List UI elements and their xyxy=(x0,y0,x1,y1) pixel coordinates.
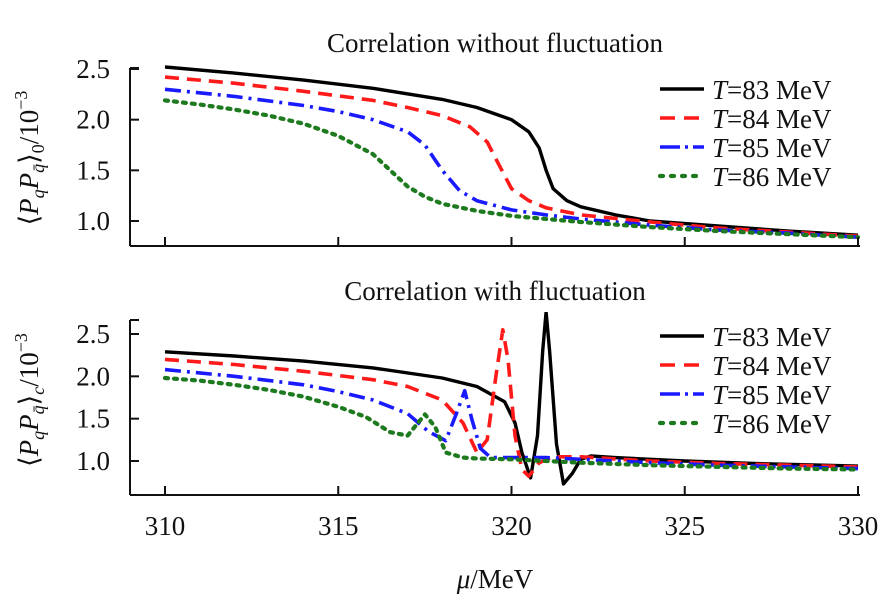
chart-title: Correlation without fluctuation xyxy=(327,28,663,58)
series-line-T86 xyxy=(162,98,861,240)
x-axis-label: μ/MeV xyxy=(456,564,534,594)
series-line-T83 xyxy=(164,65,859,237)
series-line-T86 xyxy=(162,375,861,472)
x-tick-label: 315 xyxy=(318,511,359,541)
series-line-T84 xyxy=(164,75,859,238)
x-tick-label: 330 xyxy=(838,511,879,541)
legend-item-T83: T=83 MeV xyxy=(660,75,832,105)
legend-item-T84: T=84 MeV xyxy=(660,351,832,381)
series-line-T85 xyxy=(164,87,859,239)
chart-title: Correlation with fluctuation xyxy=(344,276,646,306)
plot-area xyxy=(162,65,861,240)
legend-label: T=85 MeV xyxy=(712,133,832,163)
panel-with-fluctuation: Correlation with fluctuation ⟨PqPq̄⟩c/10… xyxy=(11,276,878,594)
legend-label: T=84 MeV xyxy=(712,351,832,381)
legend-label: T=83 MeV xyxy=(712,322,832,352)
x-tick-label: 320 xyxy=(491,511,532,541)
y-axis-label-text: ⟨PqPq̄⟩c/10−3 xyxy=(11,333,48,467)
legend-label: T=84 MeV xyxy=(712,104,832,134)
y-axis-label: ⟨PqPq̄⟩0/10−3 xyxy=(11,91,48,226)
legend-item-T85: T=85 MeV xyxy=(660,133,832,163)
y-tick-label: 1.0 xyxy=(76,206,110,236)
y-tick-label: 1.5 xyxy=(76,404,110,434)
y-tick-label: 1.0 xyxy=(76,446,110,476)
legend-label: T=83 MeV xyxy=(712,75,832,105)
y-tick-label: 2.5 xyxy=(76,54,110,84)
y-axis-label-text: ⟨PqPq̄⟩0/10−3 xyxy=(11,91,48,226)
legend-item-T86: T=86 MeV xyxy=(657,162,832,192)
x-tick-label: 310 xyxy=(145,511,186,541)
legend-label: T=86 MeV xyxy=(712,162,832,192)
legend-item-T85: T=85 MeV xyxy=(660,380,832,410)
panel-without-fluctuation: Correlation without fluctuation ⟨PqPq̄⟩0… xyxy=(11,28,861,247)
y-axis-label: ⟨PqPq̄⟩c/10−3 xyxy=(11,333,48,467)
y-tick-label: 1.5 xyxy=(76,155,110,185)
plot-area xyxy=(162,312,861,486)
legend-item-T83: T=83 MeV xyxy=(660,322,832,352)
series-line-T85 xyxy=(164,367,859,471)
legend-label: T=85 MeV xyxy=(712,380,832,410)
y-tick-label: 2.0 xyxy=(76,105,110,135)
x-tick-label: 325 xyxy=(665,511,706,541)
legend-item-T86: T=86 MeV xyxy=(657,409,832,439)
axes: 1.0 1.5 2.0 2.5 310 315 320 325 330 xyxy=(76,319,878,541)
legend-item-T84: T=84 MeV xyxy=(660,104,832,134)
series-line-T84 xyxy=(164,328,859,478)
axes: 1.0 1.5 2.0 2.5 xyxy=(76,54,860,247)
y-tick-label: 2.5 xyxy=(76,319,110,349)
legend-label: T=86 MeV xyxy=(712,409,832,439)
series-line-T83 xyxy=(164,312,859,486)
y-tick-label: 2.0 xyxy=(76,361,110,391)
